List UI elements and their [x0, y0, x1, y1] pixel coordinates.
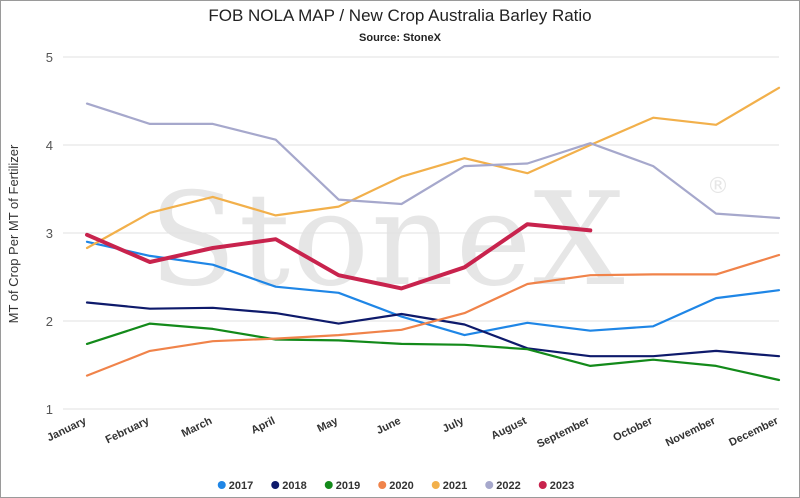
y-axis-label: MT of Crop Per MT of Fertilizer: [6, 144, 21, 323]
legend-marker-2020: [378, 481, 387, 489]
legend-marker-2022: [485, 481, 494, 489]
series-line-2022: [85, 102, 781, 220]
series-line-2018: [85, 301, 781, 358]
y-tick-label: 3: [46, 226, 53, 241]
legend-label-2020: 2020: [389, 480, 413, 492]
x-tick-label: May: [315, 415, 340, 436]
series-line-2017: [85, 240, 781, 337]
y-tick-label: 4: [46, 138, 53, 153]
legend-marker-2018: [271, 481, 280, 489]
legend-marker-2017: [217, 481, 226, 489]
chart-subtitle: Source: StoneX: [359, 32, 442, 44]
chart-title: FOB NOLA MAP / New Crop Australia Barley…: [208, 6, 591, 25]
legend-label-2019: 2019: [336, 480, 360, 492]
x-tick-label: December: [727, 415, 781, 449]
x-tick-label: November: [664, 415, 718, 450]
series-line-2023: [85, 222, 593, 291]
y-tick-label: 2: [46, 314, 53, 329]
watermark-registered-mark: ®: [707, 174, 729, 199]
y-tick-label: 5: [46, 50, 53, 65]
x-tick-label: April: [249, 415, 277, 437]
series-line-2019: [85, 322, 781, 382]
legend-marker-2023: [538, 481, 547, 489]
x-axis-ticks: January February March April May June July Augu…: [45, 415, 781, 451]
x-tick-label: February: [104, 415, 152, 447]
legend: 2017 2018 2019 2020 2021 2022 2023: [217, 480, 574, 492]
legend-label-2018: 2018: [282, 480, 306, 492]
legend-marker-2019: [324, 481, 333, 489]
series-line-2020: [85, 253, 781, 377]
legend-marker-2021: [431, 481, 440, 489]
x-tick-label: September: [535, 415, 592, 451]
x-tick-label: August: [489, 415, 529, 443]
grid-lines: [63, 56, 779, 410]
legend-label-2022: 2022: [496, 480, 520, 492]
series-line-2021: [85, 86, 781, 250]
legend-label-2023: 2023: [550, 480, 574, 492]
x-tick-label: October: [611, 415, 655, 445]
watermark-text: StoneX: [149, 166, 627, 315]
x-tick-label: March: [180, 415, 215, 440]
x-tick-label: July: [441, 415, 467, 436]
legend-label-2021: 2021: [443, 480, 467, 492]
legend-label-2017: 2017: [229, 480, 253, 492]
y-tick-label: 1: [46, 402, 53, 417]
y-axis-ticks: 1 2 3 4 5: [46, 50, 53, 417]
x-tick-label: June: [375, 415, 403, 437]
x-tick-label: January: [45, 415, 89, 445]
series-lines: [85, 86, 781, 382]
